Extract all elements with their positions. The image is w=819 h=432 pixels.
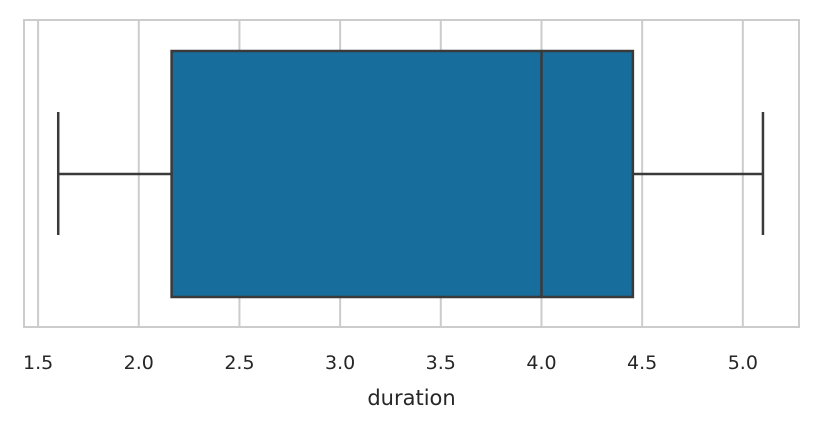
- x-tick-labels: 1.5 2.0 2.5 3.0 3.5 4.0 4.5 5.0: [23, 352, 758, 374]
- x-tick-label: 4.5: [627, 352, 657, 374]
- x-tick-label: 3.0: [325, 352, 355, 374]
- x-tick-label: 2.5: [224, 352, 254, 374]
- x-axis-label: duration: [367, 386, 455, 410]
- x-tick-label: 3.5: [426, 352, 456, 374]
- x-tick-label: 5.0: [728, 352, 758, 374]
- x-tick-label: 1.5: [23, 352, 53, 374]
- axes-frame: [23, 19, 800, 328]
- box-plot: [56, 49, 765, 299]
- x-tick-label: 4.0: [526, 352, 556, 374]
- x-tick-label: 2.0: [124, 352, 154, 374]
- interquartile-box: [170, 49, 635, 299]
